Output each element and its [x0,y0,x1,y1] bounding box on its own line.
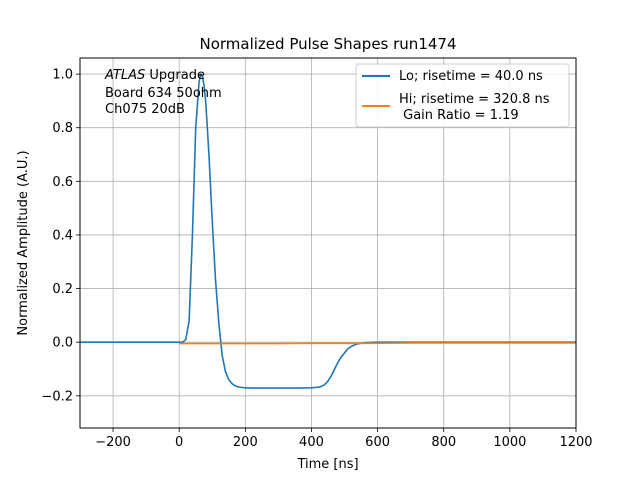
annotation-channel: Ch075 20dB [105,102,185,117]
x-tick-label: 1200 [559,435,592,450]
y-axis-label: Normalized Amplitude (A.U.) [16,150,31,335]
legend-label-hi-line2: Gain Ratio = 1.19 [399,108,519,123]
legend-label-hi-line1: Hi; risetime = 320.8 ns [399,92,550,107]
x-tick-label: 1000 [493,435,526,450]
y-tick-label: 0.4 [52,228,73,243]
chart-title: Normalized Pulse Shapes run1474 [199,35,456,53]
y-tick-label: 0.6 [52,175,73,190]
annotation-upgrade: Upgrade [145,68,205,83]
y-tick-label: −0.2 [41,389,73,404]
series-line-hi [179,342,576,345]
legend-label-hi: Hi; risetime = 320.8 ns Gain Ratio = 1.1… [399,92,550,123]
x-tick-label: −200 [95,435,131,450]
svg-text:ATLAS Upgrade: ATLAS Upgrade [104,68,205,83]
legend-box [355,63,570,128]
x-tick-label: 200 [233,435,258,450]
y-tick-label: 0.8 [52,121,73,136]
x-tick-label: 800 [431,435,456,450]
plot-area [80,73,576,389]
legend: Lo; risetime = 40.0 ns Hi; risetime = 32… [355,63,570,128]
annotation-board: Board 634 50ohm [105,86,222,101]
y-tick-label: 0.0 [52,336,73,351]
y-tick-label: 0.2 [52,282,73,297]
x-tick-label: 0 [175,435,183,450]
series-line-lo [80,73,576,389]
axis-ticks: −200 0 200 400 600 800 1000 1200 −0.2 0.0 0.2 0.4 0.… [41,68,592,450]
annotation-block: ATLAS Upgrade Board 634 50ohm Ch075 20dB [104,68,222,117]
axes-frame [79,57,577,429]
y-tick-label: 1.0 [52,68,73,83]
legend-label-lo: Lo; risetime = 40.0 ns [399,69,543,84]
x-axis-label: Time [ns] [296,457,358,472]
x-tick-label: 400 [299,435,324,450]
annotation-atlas: ATLAS [104,68,145,83]
x-tick-label: 600 [365,435,390,450]
